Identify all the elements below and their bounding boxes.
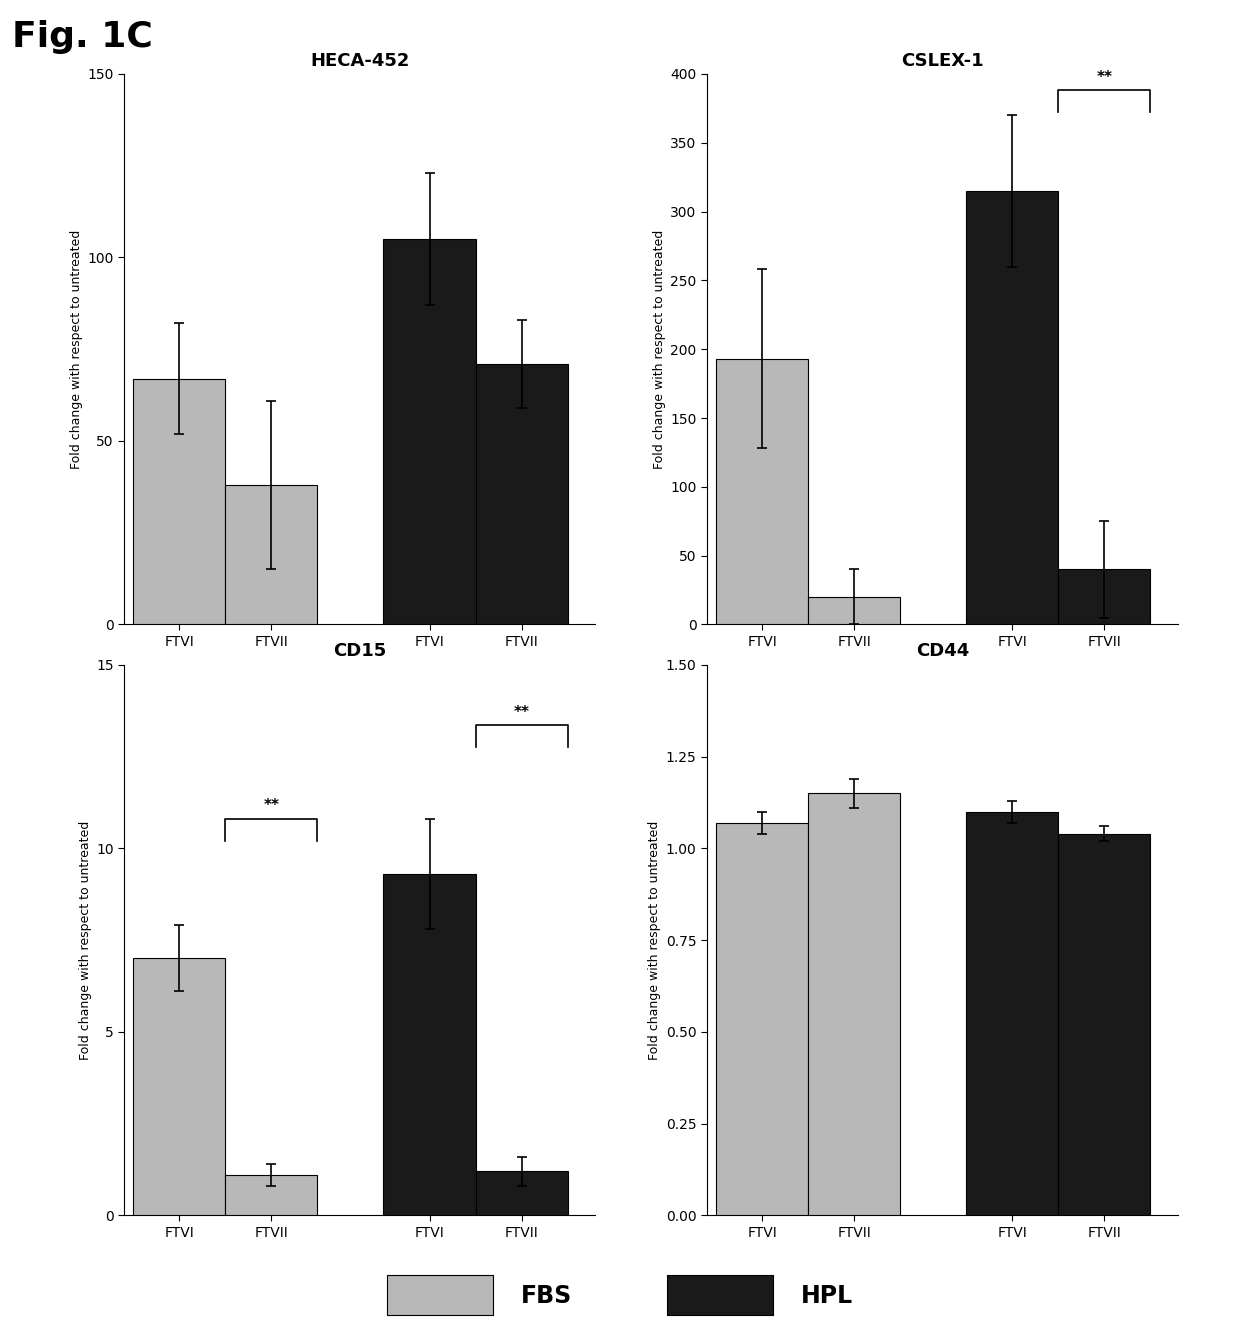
Y-axis label: Fold change with respect to untreated: Fold change with respect to untreated <box>649 821 661 1060</box>
Title: CD44: CD44 <box>916 642 968 661</box>
Bar <box>383 874 475 1215</box>
Bar <box>808 794 900 1215</box>
Y-axis label: Fold change with respect to untreated: Fold change with respect to untreated <box>652 230 666 469</box>
Bar <box>715 359 808 624</box>
Text: Fig. 1C: Fig. 1C <box>12 20 154 54</box>
Bar <box>715 823 808 1215</box>
Bar <box>383 239 475 624</box>
Bar <box>475 364 568 624</box>
Bar <box>475 1171 568 1215</box>
Title: CSLEX-1: CSLEX-1 <box>901 51 983 70</box>
Y-axis label: Fold change with respect to untreated: Fold change with respect to untreated <box>69 230 83 469</box>
Bar <box>226 1175 317 1215</box>
Title: HECA-452: HECA-452 <box>310 51 409 70</box>
Y-axis label: Fold change with respect to untreated: Fold change with respect to untreated <box>79 821 92 1060</box>
Text: **: ** <box>513 705 529 720</box>
Bar <box>808 596 900 624</box>
Legend: FBS, HPL: FBS, HPL <box>377 1266 863 1324</box>
Bar <box>966 191 1058 624</box>
Bar <box>1058 834 1151 1215</box>
Text: **: ** <box>1096 70 1112 85</box>
Text: **: ** <box>263 799 279 814</box>
Title: CD15: CD15 <box>334 642 386 661</box>
Bar <box>133 959 226 1215</box>
Bar <box>133 379 226 624</box>
Bar <box>1058 569 1151 624</box>
Bar <box>226 485 317 624</box>
Bar <box>966 811 1058 1215</box>
